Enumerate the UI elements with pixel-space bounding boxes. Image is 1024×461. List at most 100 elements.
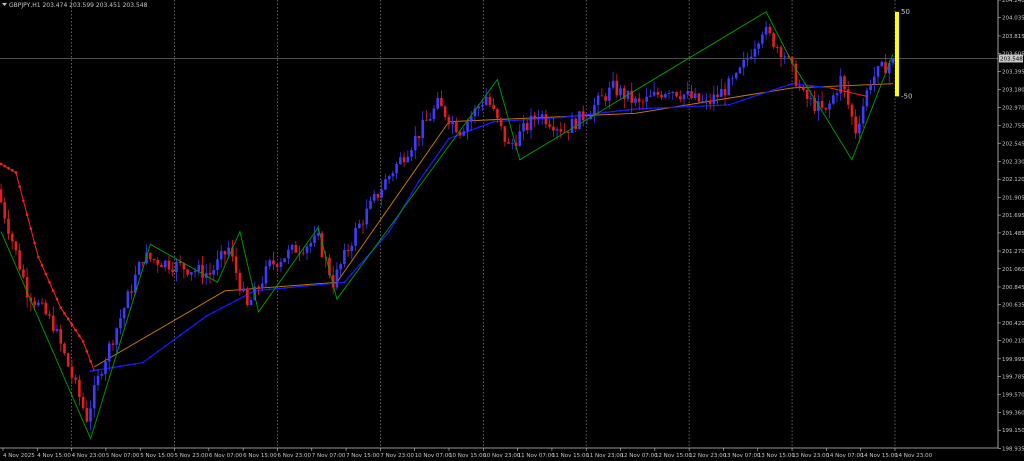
ma-red-line-marker <box>48 281 51 284</box>
time-tick-label: 4 Nov 2025 <box>3 453 35 459</box>
candle-body <box>824 107 828 110</box>
ma-blue-line-marker <box>679 106 682 109</box>
price-tick-label: 201.905 <box>1002 195 1024 201</box>
ma-blue-line-marker <box>343 281 346 284</box>
candle-body <box>223 251 227 255</box>
candle-body <box>555 129 559 131</box>
candle-body <box>473 108 477 117</box>
candle-body <box>622 88 626 99</box>
ma-red-line-marker <box>70 323 74 326</box>
candle-body <box>197 264 201 272</box>
candle-body <box>137 262 141 275</box>
candle-body <box>320 233 324 257</box>
time-tick-label: 13 Nov 15:00 <box>758 453 796 459</box>
candle-body <box>794 63 798 87</box>
time-tick-label: 10 Nov 23:00 <box>483 453 521 459</box>
ma-blue-line-marker <box>686 105 689 108</box>
candle-body <box>447 117 451 125</box>
candle-body <box>242 288 245 291</box>
ma-blue-line-marker <box>388 230 391 233</box>
candle-body <box>18 250 21 270</box>
ma-red-line-marker <box>10 169 14 172</box>
time-tick-label: 7 Nov 07:00 <box>312 453 346 459</box>
ma-red-tail-line <box>829 87 868 97</box>
candle-body <box>831 95 835 104</box>
candle-body <box>357 223 361 228</box>
time-tick-label: 5 Nov 07:00 <box>106 453 140 459</box>
indicator-bar <box>895 11 899 97</box>
ma-red-line-marker <box>63 312 66 315</box>
candle-body <box>712 94 716 104</box>
ma-blue-line-marker <box>821 86 824 89</box>
candle-body <box>74 377 77 380</box>
zigzag-line <box>0 11 894 440</box>
candle-body <box>119 318 122 329</box>
candle-body <box>376 194 380 198</box>
candle-body <box>175 261 178 272</box>
candle-body <box>858 123 861 134</box>
ma-blue-line-marker <box>119 365 122 368</box>
candle-body <box>593 105 596 116</box>
ma-blue-line-marker <box>447 137 450 140</box>
candle-body <box>783 56 787 58</box>
candle-body <box>395 163 398 174</box>
candle-body <box>111 343 115 345</box>
candle-body <box>675 92 678 97</box>
time-tick-label: 4 Nov 15:00 <box>37 453 71 459</box>
ma-blue-line-marker <box>619 109 622 112</box>
candle-body <box>402 157 406 163</box>
candle-body <box>764 26 768 35</box>
candle-body <box>227 247 230 255</box>
candle-body <box>335 269 339 288</box>
price-tick-label: 200.635 <box>1002 303 1024 309</box>
candle-body <box>78 379 81 397</box>
price-tick-label: 202.120 <box>1002 177 1024 183</box>
candle-body <box>507 141 510 144</box>
candle-body <box>70 366 74 378</box>
candle-body <box>182 263 186 270</box>
candle-body <box>809 97 813 100</box>
ma-blue-line-marker <box>320 283 323 286</box>
candle-body <box>167 260 171 270</box>
candle-body <box>477 106 481 109</box>
candle-body <box>372 194 376 201</box>
candle-body <box>201 264 204 278</box>
ma-blue-line-marker <box>212 311 215 314</box>
ma-blue-line-marker <box>574 114 577 117</box>
price-tick-label: 198.935 <box>1002 446 1024 452</box>
candle-body <box>723 89 727 96</box>
time-tick-label: 6 Nov 15:00 <box>243 453 277 459</box>
candle-body <box>787 56 790 58</box>
ma-blue-line-marker <box>227 303 230 306</box>
candle-body <box>671 92 675 93</box>
candle-body <box>619 88 622 96</box>
time-tick-label: 6 Nov 23:00 <box>277 453 311 459</box>
ma-blue-line-marker <box>242 295 245 298</box>
time-tick-label: 10 Nov 15:00 <box>449 453 487 459</box>
candle-body <box>313 235 316 243</box>
candle-body <box>708 100 712 104</box>
candle-body <box>152 258 156 260</box>
candle-body <box>798 86 801 87</box>
candle-body <box>186 269 189 275</box>
symbol-menu-icon[interactable] <box>2 3 7 6</box>
ma-blue-line-marker <box>298 285 301 288</box>
candle-body <box>552 126 555 131</box>
ma-blue-line-marker <box>276 287 279 290</box>
candle-body <box>615 80 619 96</box>
ma-blue-line-marker <box>380 239 383 242</box>
candle-body <box>44 302 48 315</box>
candle-body <box>163 260 167 268</box>
candle-body <box>219 251 223 260</box>
price-tick-label: 199.360 <box>1002 410 1024 416</box>
candle-body <box>511 142 514 144</box>
candle-body <box>316 233 320 236</box>
symbol-header: GBPJPY,H1 203.474 203.599 203.451 203.54… <box>9 2 148 9</box>
ma-blue-line-marker <box>716 104 719 107</box>
price-tick-label: 199.995 <box>1002 357 1024 363</box>
candle-body <box>93 385 96 409</box>
ma-blue-line-marker <box>627 108 630 111</box>
candle-body <box>854 116 857 134</box>
ma-blue-line-marker <box>328 282 331 285</box>
ma-blue-line-marker <box>283 286 286 289</box>
